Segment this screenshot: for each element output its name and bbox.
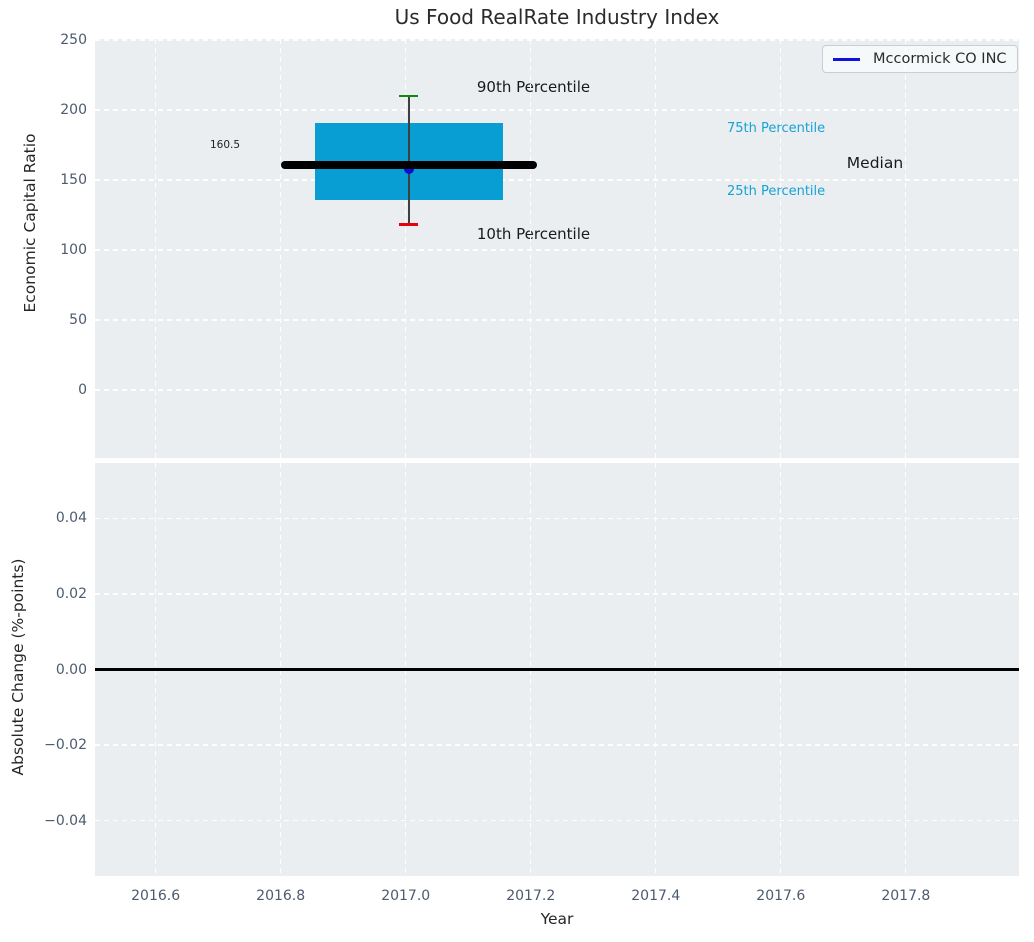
y-tick-label: 50 [69,311,87,328]
gridline-x [154,39,157,458]
gridline-y [95,249,1019,251]
bottom-plot-area [95,463,1019,876]
gridline-y [95,319,1019,321]
x-tick-label: 2016.8 [256,888,306,904]
y-tick-label: 150 [60,171,87,188]
gridline-y [95,389,1019,391]
y-tick-label: −0.04 [44,812,87,829]
y-tick-label: 0.00 [55,661,87,678]
y-tick-label: 100 [60,241,87,258]
legend-line-swatch [833,57,860,61]
p10-cap [399,223,419,227]
chart-title: Us Food RealRate Industry Index [394,5,720,29]
y-tick-label: 250 [60,31,87,48]
gridline-y [95,109,1019,111]
whisker-line [408,95,410,225]
legend: Mccormick CO INC [822,45,1018,73]
y-tick-label: −0.02 [44,737,87,753]
median-line [280,161,537,170]
legend-label: Mccormick CO INC [873,51,1007,67]
top-plot-area: 90th Percentile 10th Percentile 75th Per… [95,39,1019,458]
x-axis-label: Year [540,910,574,928]
gridline-x [780,39,782,458]
p25-annotation: 25th Percentile [727,184,826,199]
gridline-y [95,744,1019,746]
y-tick-label: 0.02 [55,585,87,602]
gridline-y [95,179,1019,181]
x-tick-label: 2017.2 [506,888,556,904]
gridline-x [655,39,657,458]
y-tick-label: 200 [60,101,87,118]
p10-annotation: 10th Percentile [476,225,591,243]
gridline-y [95,593,1019,595]
y-tick-label: 0 [78,381,87,398]
gridline-y [95,819,1019,822]
p75-annotation: 75th Percentile [727,121,826,136]
gridline-x [405,39,407,458]
y-tick-label: 0.04 [55,510,87,527]
x-tick-label: 2017.8 [881,888,931,904]
x-tick-label: 2017.6 [756,888,806,904]
gridline-y [95,39,1019,41]
x-tick-label: 2017.4 [631,888,681,904]
gridline-x [280,39,282,458]
p90-annotation: 90th Percentile [476,78,591,96]
median-annotation: Median [846,154,904,172]
company-value-annotation: 160.5 [209,139,241,151]
gridline-x [530,39,532,458]
x-tick-label: 2017.0 [381,888,431,904]
x-tick-label: 2016.6 [131,888,181,904]
zero-line [95,668,1019,671]
p90-cap [399,94,419,98]
gridline-y [95,517,1019,520]
gridline-x [905,39,907,458]
